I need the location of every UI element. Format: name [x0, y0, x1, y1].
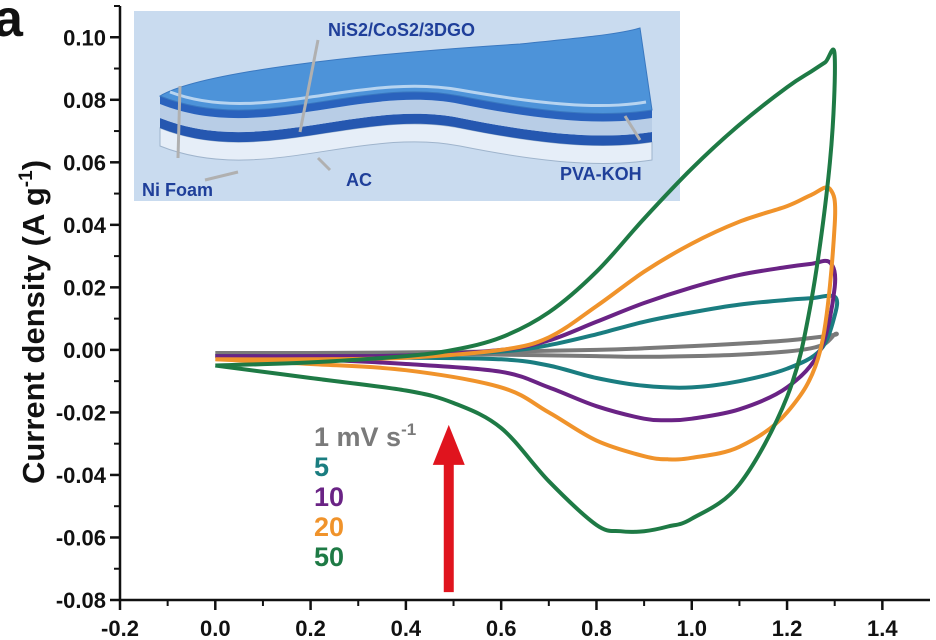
pva-koh-layer	[159, 123, 653, 165]
x-tick-label: -0.2	[101, 616, 139, 640]
x-tick-label: 0.4	[391, 616, 422, 640]
inset-label-pva-koh: PVA-KOH	[560, 164, 642, 184]
x-tick-label: 0.2	[295, 616, 326, 640]
y-tick-label: 0.06	[63, 150, 106, 175]
x-tick-labels: -0.2 0.0 0.2 0.4 0.6 0.8 1.0 1.2 1.4	[101, 616, 898, 640]
inset-pointers	[176, 39, 642, 182]
x-tick-label: 0.8	[581, 616, 612, 640]
legend-entry-2: 5	[314, 452, 329, 482]
tick-marks	[110, 5, 884, 610]
y-axis-label: Current density (A g-1)	[16, 160, 51, 484]
ac-layer	[160, 113, 652, 146]
panel-label: a	[0, 0, 24, 48]
inset-label-ni-foam: Ni Foam	[142, 180, 213, 200]
x-tick-label: 1.4	[867, 616, 898, 640]
y-tick-label: -0.08	[56, 588, 106, 613]
legend-entry-5: 50	[314, 542, 344, 572]
scan-rate-arrow	[432, 424, 465, 593]
cv-curve-1	[215, 331, 839, 359]
inset-highlight	[169, 84, 647, 108]
legend-entry-1: 1 mV s-1	[314, 420, 416, 452]
x-tick-label: 1.0	[676, 616, 707, 640]
x-tick-label: 1.2	[772, 616, 803, 640]
inset-label-ac: AC	[346, 170, 372, 190]
cv-curve-4	[215, 185, 838, 462]
axes	[118, 6, 930, 602]
cv-curve-5	[215, 47, 837, 534]
nicos-band	[160, 91, 652, 122]
y-tick-label: 0.00	[63, 338, 106, 363]
y-tick-label: -0.04	[56, 463, 107, 488]
x-tick-label: 0.0	[200, 616, 231, 640]
y-tick-label: 0.04	[63, 213, 107, 238]
y-tick-label: -0.06	[56, 525, 106, 550]
y-tick-label: 0.08	[63, 88, 106, 113]
legend-entry-4: 20	[314, 512, 344, 542]
x-tick-label: 0.6	[486, 616, 517, 640]
device-schematic-inset: NiS2/CoS2/3DGO Ni Foam AC PVA-KOH	[134, 11, 680, 201]
y-tick-label: 0.02	[63, 275, 106, 300]
separator-layer	[160, 99, 652, 136]
cv-curves	[215, 47, 840, 534]
inset-label-top: NiS2/CoS2/3DGO	[328, 20, 475, 40]
legend-entry-3: 10	[314, 482, 344, 512]
y-tick-label: -0.02	[56, 400, 106, 425]
nis2-cos2-3dgo-layer	[158, 27, 653, 115]
y-tick-labels: -0.08 -0.06 -0.04 -0.02 0.00 0.02 0.04 0.06 0.08…	[56, 25, 107, 613]
y-tick-label: 0.10	[63, 25, 106, 50]
arrow-head	[432, 424, 465, 465]
cv-curve-2	[215, 293, 840, 390]
